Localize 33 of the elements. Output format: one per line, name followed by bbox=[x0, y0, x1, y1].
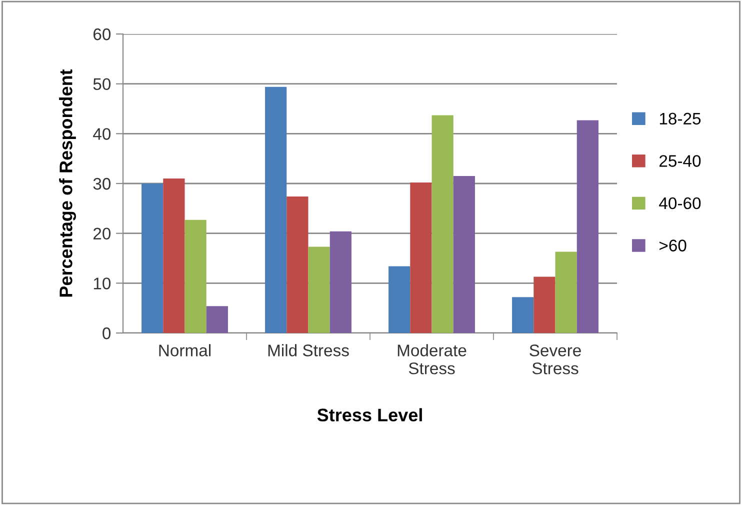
x-tick-label: Moderate Stress bbox=[398, 344, 466, 374]
bar bbox=[534, 276, 556, 333]
bar bbox=[555, 252, 577, 333]
bar bbox=[576, 120, 598, 333]
y-axis-title: Percentage of Respondent bbox=[59, 69, 76, 297]
y-tick-label: 20 bbox=[93, 228, 111, 240]
y-tick-label: 30 bbox=[93, 178, 111, 190]
x-tick-label: Mild Stress bbox=[268, 344, 349, 356]
bar bbox=[308, 246, 330, 333]
bar bbox=[388, 266, 410, 333]
y-tick-label: 40 bbox=[93, 128, 111, 140]
legend-label: >60 bbox=[659, 240, 686, 252]
x-axis-title: Stress Level bbox=[317, 408, 422, 422]
bar bbox=[286, 196, 308, 333]
x-tick-label: Normal bbox=[159, 344, 210, 356]
legend-label: 25-40 bbox=[660, 155, 701, 167]
bar bbox=[453, 176, 475, 333]
y-tick-label: 50 bbox=[93, 78, 111, 90]
y-tick-label: 0 bbox=[102, 327, 111, 340]
bar bbox=[184, 220, 206, 333]
bar bbox=[512, 297, 534, 333]
bar bbox=[432, 115, 454, 333]
y-tick-label: 60 bbox=[94, 28, 111, 40]
bar bbox=[330, 231, 352, 333]
bar bbox=[265, 86, 287, 333]
legend-label: 40-60 bbox=[659, 197, 701, 210]
bar bbox=[163, 178, 185, 333]
legend-label: 18-25 bbox=[660, 112, 701, 125]
bar bbox=[142, 184, 164, 333]
bar bbox=[410, 182, 432, 333]
y-tick-label: 10 bbox=[94, 278, 111, 290]
x-tick-label: Severe Stress bbox=[530, 344, 581, 374]
bar bbox=[206, 306, 228, 333]
